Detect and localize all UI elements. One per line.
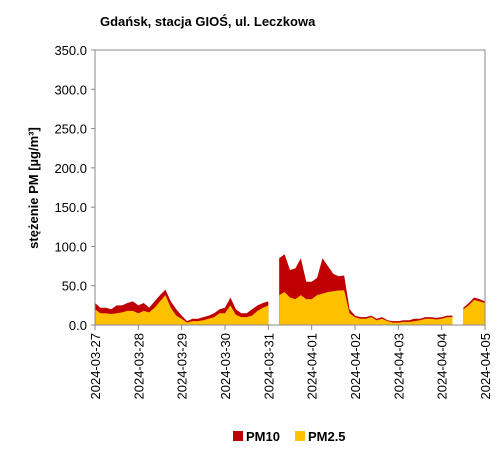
x-tick-label: 2024-04-04 bbox=[435, 333, 450, 400]
y-tick-label: 100.0 bbox=[54, 239, 87, 254]
legend-label: PM10 bbox=[246, 429, 280, 444]
area bbox=[95, 295, 269, 325]
legend-swatch bbox=[233, 431, 243, 441]
y-tick-label: 350.0 bbox=[54, 43, 87, 58]
x-tick-label: 2024-03-29 bbox=[175, 333, 190, 400]
y-tick-label: 50.0 bbox=[62, 279, 87, 294]
y-tick-label: 150.0 bbox=[54, 200, 87, 215]
x-tick-label: 2024-03-28 bbox=[131, 333, 146, 400]
y-axis-label: stężenie PM [µg/m³] bbox=[26, 127, 41, 249]
y-tick-label: 250.0 bbox=[54, 122, 87, 137]
area bbox=[279, 290, 453, 325]
y-tick-label: 200.0 bbox=[54, 161, 87, 176]
legend-label: PM2.5 bbox=[308, 429, 346, 444]
x-tick-label: 2024-04-02 bbox=[348, 333, 363, 400]
x-tick-label: 2024-04-03 bbox=[391, 333, 406, 400]
x-tick-label: 2024-03-31 bbox=[261, 333, 276, 400]
x-tick-label: 2024-04-01 bbox=[305, 333, 320, 400]
x-tick-label: 2024-04-05 bbox=[478, 333, 493, 400]
y-tick-label: 0.0 bbox=[69, 318, 87, 333]
x-tick-label: 2024-03-27 bbox=[88, 333, 103, 400]
x-tick-label: 2024-03-30 bbox=[218, 333, 233, 400]
area bbox=[463, 299, 485, 325]
legend-swatch bbox=[294, 431, 305, 441]
y-tick-label: 300.0 bbox=[54, 82, 87, 97]
chart-title: Gdańsk, stacja GIOŚ, ul. Leczkowa bbox=[100, 14, 316, 29]
plot-border bbox=[94, 49, 486, 326]
